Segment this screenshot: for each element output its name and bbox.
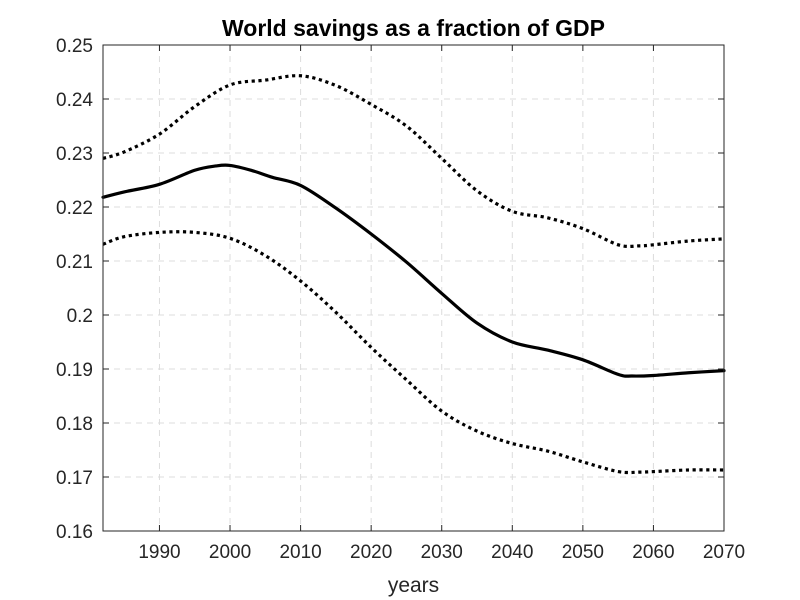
x-tick-label: 1990 <box>138 542 180 563</box>
x-tick-label: 2050 <box>562 542 604 563</box>
y-tick-label: 0.19 <box>56 360 93 381</box>
y-tick-label: 0.17 <box>56 468 93 489</box>
y-tick-label: 0.22 <box>56 198 93 219</box>
x-tick-label: 2070 <box>703 542 745 563</box>
series-line-dotted-1 <box>102 74 725 249</box>
x-tick-label: 2010 <box>279 542 321 563</box>
x-tick-label: 2060 <box>632 542 674 563</box>
y-tick-label: 0.2 <box>67 306 93 327</box>
y-tick-label: 0.21 <box>56 252 93 273</box>
x-tick-label: 2020 <box>350 542 392 563</box>
plot-area-frame <box>102 44 725 532</box>
x-axis-label: years <box>388 574 439 597</box>
series-layer <box>101 74 726 475</box>
series-line-solid <box>101 163 726 378</box>
ticks: 1990 2000 2010 2020 2030 2040 2050 2060 2070 0.16… <box>56 36 745 563</box>
grid <box>103 45 724 531</box>
y-tick-label: 0.25 <box>56 36 93 57</box>
series-line-dotted-2 <box>102 230 725 475</box>
y-tick-label: 0.24 <box>56 90 93 111</box>
x-tick-label: 2000 <box>209 542 251 563</box>
y-tick-label: 0.18 <box>56 414 93 435</box>
y-tick-label: 0.16 <box>56 522 93 543</box>
y-tick-label: 0.23 <box>56 144 93 165</box>
x-tick-label: 2040 <box>491 542 533 563</box>
chart-title: World savings as a fraction of GDP <box>222 15 605 41</box>
x-tick-label: 2030 <box>421 542 463 563</box>
